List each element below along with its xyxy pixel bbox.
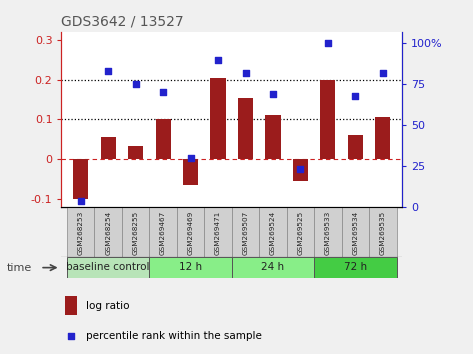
Bar <box>183 159 198 185</box>
Point <box>269 91 277 97</box>
Point <box>132 81 140 87</box>
Bar <box>348 135 363 159</box>
Text: GSM269524: GSM269524 <box>270 211 276 255</box>
Bar <box>314 257 396 278</box>
Text: 24 h: 24 h <box>262 262 285 272</box>
Point <box>159 90 167 95</box>
Bar <box>122 207 149 257</box>
Bar <box>265 115 280 159</box>
Point <box>324 40 332 46</box>
Point <box>297 167 304 172</box>
Point <box>333 188 341 194</box>
Bar <box>156 120 171 159</box>
Bar <box>65 296 78 315</box>
Bar <box>375 118 390 159</box>
Text: 12 h: 12 h <box>179 262 202 272</box>
Text: GDS3642 / 13527: GDS3642 / 13527 <box>61 14 184 28</box>
Text: GSM269533: GSM269533 <box>325 211 331 255</box>
Bar <box>210 78 226 159</box>
Point <box>214 57 222 63</box>
Text: GSM268255: GSM268255 <box>132 211 139 255</box>
Bar <box>67 207 95 257</box>
Bar <box>232 257 314 278</box>
Bar <box>177 207 204 257</box>
Bar <box>259 207 287 257</box>
Text: percentile rank within the sample: percentile rank within the sample <box>86 331 262 342</box>
Bar <box>101 137 116 159</box>
Text: GSM269469: GSM269469 <box>188 211 193 255</box>
Bar <box>293 159 308 181</box>
Text: GSM268254: GSM268254 <box>105 211 111 255</box>
Bar <box>314 207 342 257</box>
Text: GSM269471: GSM269471 <box>215 211 221 255</box>
Text: time: time <box>7 263 32 273</box>
Text: GSM269467: GSM269467 <box>160 211 166 255</box>
Text: GSM269507: GSM269507 <box>243 211 248 255</box>
Text: GSM268253: GSM268253 <box>78 211 84 255</box>
Bar <box>238 98 253 159</box>
Bar <box>232 207 259 257</box>
Text: GSM269535: GSM269535 <box>380 211 386 255</box>
Bar <box>95 207 122 257</box>
Point <box>351 93 359 98</box>
Bar <box>128 146 143 159</box>
Text: GSM269525: GSM269525 <box>298 211 304 255</box>
Bar <box>73 159 88 199</box>
Point <box>242 70 249 76</box>
Bar <box>67 257 149 278</box>
Bar <box>149 257 232 278</box>
Point <box>77 198 85 203</box>
Text: 72 h: 72 h <box>344 262 367 272</box>
Bar <box>342 207 369 257</box>
Text: baseline control: baseline control <box>66 262 150 272</box>
Bar <box>287 207 314 257</box>
Bar <box>369 207 396 257</box>
Bar <box>204 207 232 257</box>
Point <box>379 70 386 76</box>
Point <box>105 68 112 74</box>
Bar <box>149 207 177 257</box>
Text: log ratio: log ratio <box>86 301 130 311</box>
Bar <box>320 80 335 159</box>
Point <box>187 155 194 161</box>
Text: GSM269534: GSM269534 <box>352 211 359 255</box>
